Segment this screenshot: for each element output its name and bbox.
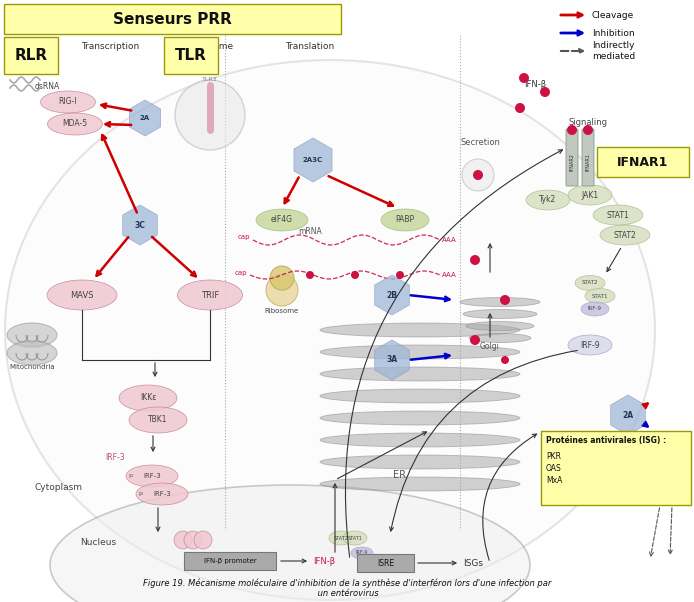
- Text: Cytoplasm: Cytoplasm: [35, 483, 83, 492]
- Text: Golgi: Golgi: [480, 342, 500, 351]
- Text: IRF-9: IRF-9: [580, 341, 600, 350]
- Ellipse shape: [460, 297, 540, 306]
- Text: Translation: Translation: [285, 42, 335, 51]
- Text: RIG-I: RIG-I: [59, 98, 77, 107]
- Text: cap: cap: [237, 234, 250, 240]
- Text: 2A3C: 2A3C: [303, 157, 323, 163]
- Text: MDA-5: MDA-5: [62, 120, 87, 128]
- Text: IRF-9: IRF-9: [356, 550, 369, 556]
- Text: cap: cap: [235, 270, 247, 276]
- Text: IRF-3: IRF-3: [143, 473, 161, 479]
- Ellipse shape: [119, 385, 177, 411]
- Ellipse shape: [256, 209, 308, 231]
- Text: IKKε: IKKε: [139, 394, 156, 403]
- Text: RLR: RLR: [15, 48, 48, 63]
- Text: AAA: AAA: [442, 237, 457, 243]
- Ellipse shape: [381, 209, 429, 231]
- Text: Secretion: Secretion: [460, 138, 500, 147]
- Circle shape: [500, 295, 510, 305]
- Polygon shape: [611, 395, 645, 435]
- Ellipse shape: [320, 411, 520, 425]
- Text: MxA: MxA: [546, 476, 562, 485]
- Text: IFN-β promoter: IFN-β promoter: [203, 558, 256, 564]
- Ellipse shape: [568, 335, 612, 355]
- Circle shape: [306, 271, 314, 279]
- FancyBboxPatch shape: [4, 37, 58, 74]
- Text: Endosome: Endosome: [187, 42, 234, 51]
- Circle shape: [501, 356, 509, 364]
- Text: STAT2: STAT2: [613, 231, 636, 240]
- Text: 3A: 3A: [387, 356, 398, 364]
- Ellipse shape: [575, 276, 605, 291]
- Ellipse shape: [178, 280, 242, 310]
- Text: Mitochondria: Mitochondria: [9, 364, 55, 370]
- FancyBboxPatch shape: [4, 4, 341, 34]
- Polygon shape: [294, 138, 332, 182]
- Text: IRF-9: IRF-9: [588, 306, 602, 311]
- Circle shape: [519, 73, 529, 83]
- Text: ISGs: ISGs: [463, 559, 483, 568]
- Text: p: p: [138, 491, 142, 497]
- Text: IFN-β: IFN-β: [313, 556, 335, 565]
- Ellipse shape: [47, 280, 117, 310]
- Ellipse shape: [50, 485, 530, 602]
- Polygon shape: [129, 100, 160, 136]
- Text: IFNAR1: IFNAR1: [586, 153, 591, 171]
- Text: Nucleus: Nucleus: [80, 538, 116, 547]
- Ellipse shape: [593, 205, 643, 225]
- Polygon shape: [375, 340, 409, 380]
- Text: 2A: 2A: [140, 115, 150, 121]
- Ellipse shape: [466, 321, 534, 330]
- Text: IRF-3: IRF-3: [153, 491, 171, 497]
- Text: Ribosome: Ribosome: [265, 308, 299, 314]
- FancyBboxPatch shape: [541, 431, 691, 505]
- Text: PKR: PKR: [546, 452, 561, 461]
- Text: TLR: TLR: [175, 48, 207, 63]
- Ellipse shape: [320, 455, 520, 469]
- FancyBboxPatch shape: [566, 129, 578, 186]
- Text: IFNAR2: IFNAR2: [570, 153, 575, 171]
- Text: 2A: 2A: [623, 411, 634, 420]
- Text: OAS: OAS: [546, 464, 561, 473]
- Text: STAT1: STAT1: [607, 211, 629, 220]
- Text: Signaling: Signaling: [568, 118, 607, 127]
- Circle shape: [266, 274, 298, 306]
- Text: Indirectly
mediated: Indirectly mediated: [592, 42, 635, 61]
- Circle shape: [515, 103, 525, 113]
- Circle shape: [351, 271, 359, 279]
- Circle shape: [270, 266, 294, 290]
- FancyBboxPatch shape: [184, 552, 276, 570]
- Ellipse shape: [600, 225, 650, 245]
- Circle shape: [567, 125, 577, 135]
- Ellipse shape: [320, 323, 520, 337]
- Text: Inhibition: Inhibition: [592, 28, 634, 37]
- Ellipse shape: [194, 531, 212, 549]
- Text: STAT1: STAT1: [592, 294, 608, 299]
- Polygon shape: [375, 275, 409, 315]
- Text: STAT1: STAT1: [348, 536, 362, 541]
- Ellipse shape: [351, 547, 373, 559]
- Ellipse shape: [568, 185, 612, 205]
- Text: AAA: AAA: [442, 272, 457, 278]
- Text: Figure 19. Mécanisme moléculaire d'inhibition de la synthèse d'interféron lors d: Figure 19. Mécanisme moléculaire d'inhib…: [143, 578, 551, 598]
- Ellipse shape: [469, 334, 531, 343]
- Ellipse shape: [526, 190, 570, 210]
- Text: Transcription: Transcription: [81, 42, 139, 51]
- Text: TLR3: TLR3: [202, 77, 218, 82]
- Text: TRIF: TRIF: [201, 291, 219, 300]
- Circle shape: [583, 125, 593, 135]
- Text: Cleavage: Cleavage: [592, 10, 634, 19]
- Ellipse shape: [5, 60, 655, 600]
- Circle shape: [175, 80, 245, 150]
- Ellipse shape: [126, 465, 178, 487]
- Ellipse shape: [129, 407, 187, 433]
- Circle shape: [540, 87, 550, 97]
- Ellipse shape: [320, 389, 520, 403]
- Ellipse shape: [463, 309, 537, 318]
- Text: STAT2: STAT2: [582, 281, 598, 285]
- Ellipse shape: [343, 531, 367, 545]
- Ellipse shape: [329, 531, 353, 545]
- Ellipse shape: [7, 323, 57, 347]
- Circle shape: [473, 170, 483, 180]
